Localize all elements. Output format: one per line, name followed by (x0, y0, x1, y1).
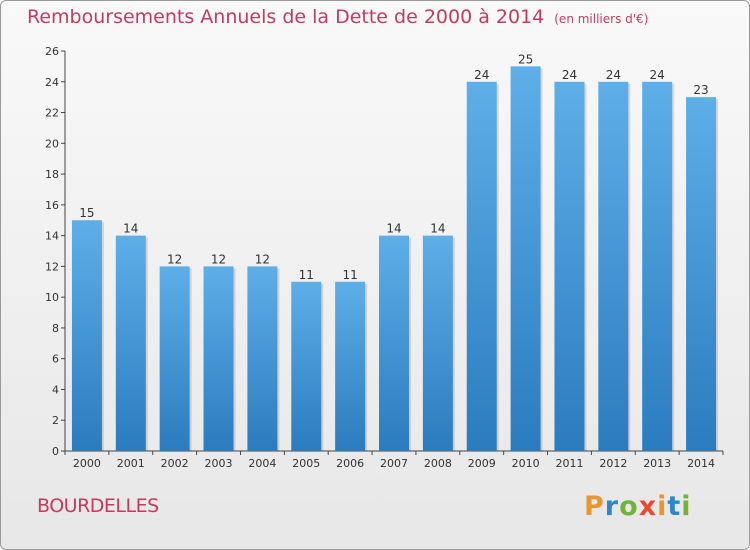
bar-2008[interactable] (422, 235, 453, 451)
y-tick-label: 10 (45, 291, 59, 304)
y-tick-label: 8 (52, 322, 59, 335)
x-tick-label: 2006 (336, 457, 364, 470)
commune-name: BOURDELLES (37, 495, 159, 517)
x-tick-label: 2005 (292, 457, 320, 470)
value-label: 24 (474, 68, 489, 82)
value-label: 11 (342, 268, 357, 282)
x-tick-label: 2000 (73, 457, 101, 470)
value-label: 23 (693, 83, 708, 97)
x-tick-label: 2007 (380, 457, 408, 470)
logo-letter: r (604, 491, 620, 522)
chart-value-labels: 15 14 12 12 12 11 11 14 14 24 25 24 24 24 23 (79, 52, 708, 281)
y-tick-label: 24 (45, 76, 59, 89)
x-tick-label: 2001 (117, 457, 145, 470)
bar-2006[interactable] (335, 281, 366, 451)
value-label: 12 (255, 252, 270, 266)
x-tick-label: 2004 (248, 457, 276, 470)
x-tick-label: 2003 (205, 457, 233, 470)
value-label: 14 (430, 222, 445, 236)
value-label: 12 (167, 252, 182, 266)
bar-2002[interactable] (159, 266, 190, 451)
logo-letter: P (584, 491, 605, 522)
chart-bars (71, 66, 719, 452)
chart-title: Remboursements Annuels de la Dette de 20… (27, 6, 545, 28)
bar-2000[interactable] (71, 220, 102, 451)
y-tick-label: 0 (52, 445, 59, 458)
bar-2004[interactable] (247, 266, 278, 451)
value-label: 25 (518, 52, 533, 66)
bar-2003[interactable] (203, 266, 234, 451)
chart-title-block: Remboursements Annuels de la Dette de 20… (27, 6, 648, 28)
y-tick-label: 18 (45, 168, 59, 181)
value-label: 11 (299, 268, 314, 282)
y-tick-label: 16 (45, 199, 59, 212)
y-tick-label: 20 (45, 137, 59, 150)
bar-2014[interactable] (686, 97, 717, 452)
logo-letter: i (681, 491, 692, 522)
logo-letter: o (619, 491, 639, 522)
y-tick-label: 4 (52, 383, 59, 396)
y-tick-label: 12 (45, 260, 59, 273)
x-tick-label: 2002 (161, 457, 189, 470)
logo-letter: t (667, 491, 682, 522)
value-label: 24 (562, 68, 577, 82)
x-tick-label: 2012 (599, 457, 627, 470)
bar-2011[interactable] (554, 81, 585, 452)
bar-2010[interactable] (510, 66, 541, 451)
value-label: 24 (650, 68, 665, 82)
x-tick-label: 2013 (643, 457, 671, 470)
value-label: 14 (123, 222, 138, 236)
bar-2012[interactable] (598, 81, 629, 452)
y-tick-label: 26 (45, 45, 59, 58)
logo-letter: x (638, 491, 658, 522)
x-tick-label: 2010 (512, 457, 540, 470)
bar-2013[interactable] (642, 81, 673, 452)
y-tick-label: 2 (52, 414, 59, 427)
bar-2007[interactable] (379, 235, 409, 451)
x-tick-label: 2014 (687, 457, 715, 470)
x-tick-label: 2008 (424, 457, 452, 470)
value-label: 15 (79, 206, 94, 220)
bar-2001[interactable] (115, 235, 146, 451)
value-label: 24 (606, 68, 621, 82)
bar-2009[interactable] (466, 81, 497, 452)
bar-2005[interactable] (291, 281, 322, 451)
x-tick-label: 2011 (555, 457, 583, 470)
value-label: 14 (386, 222, 401, 236)
y-tick-label: 22 (45, 107, 59, 120)
proxiti-logo[interactable]: Proxiti (584, 491, 692, 522)
chart-unit: (en milliers d'€) (554, 12, 649, 26)
y-tick-label: 6 (52, 353, 59, 366)
y-tick-label: 14 (45, 230, 59, 243)
x-tick-label: 2009 (468, 457, 496, 470)
logo-letter: i (657, 491, 668, 522)
value-label: 12 (211, 252, 226, 266)
